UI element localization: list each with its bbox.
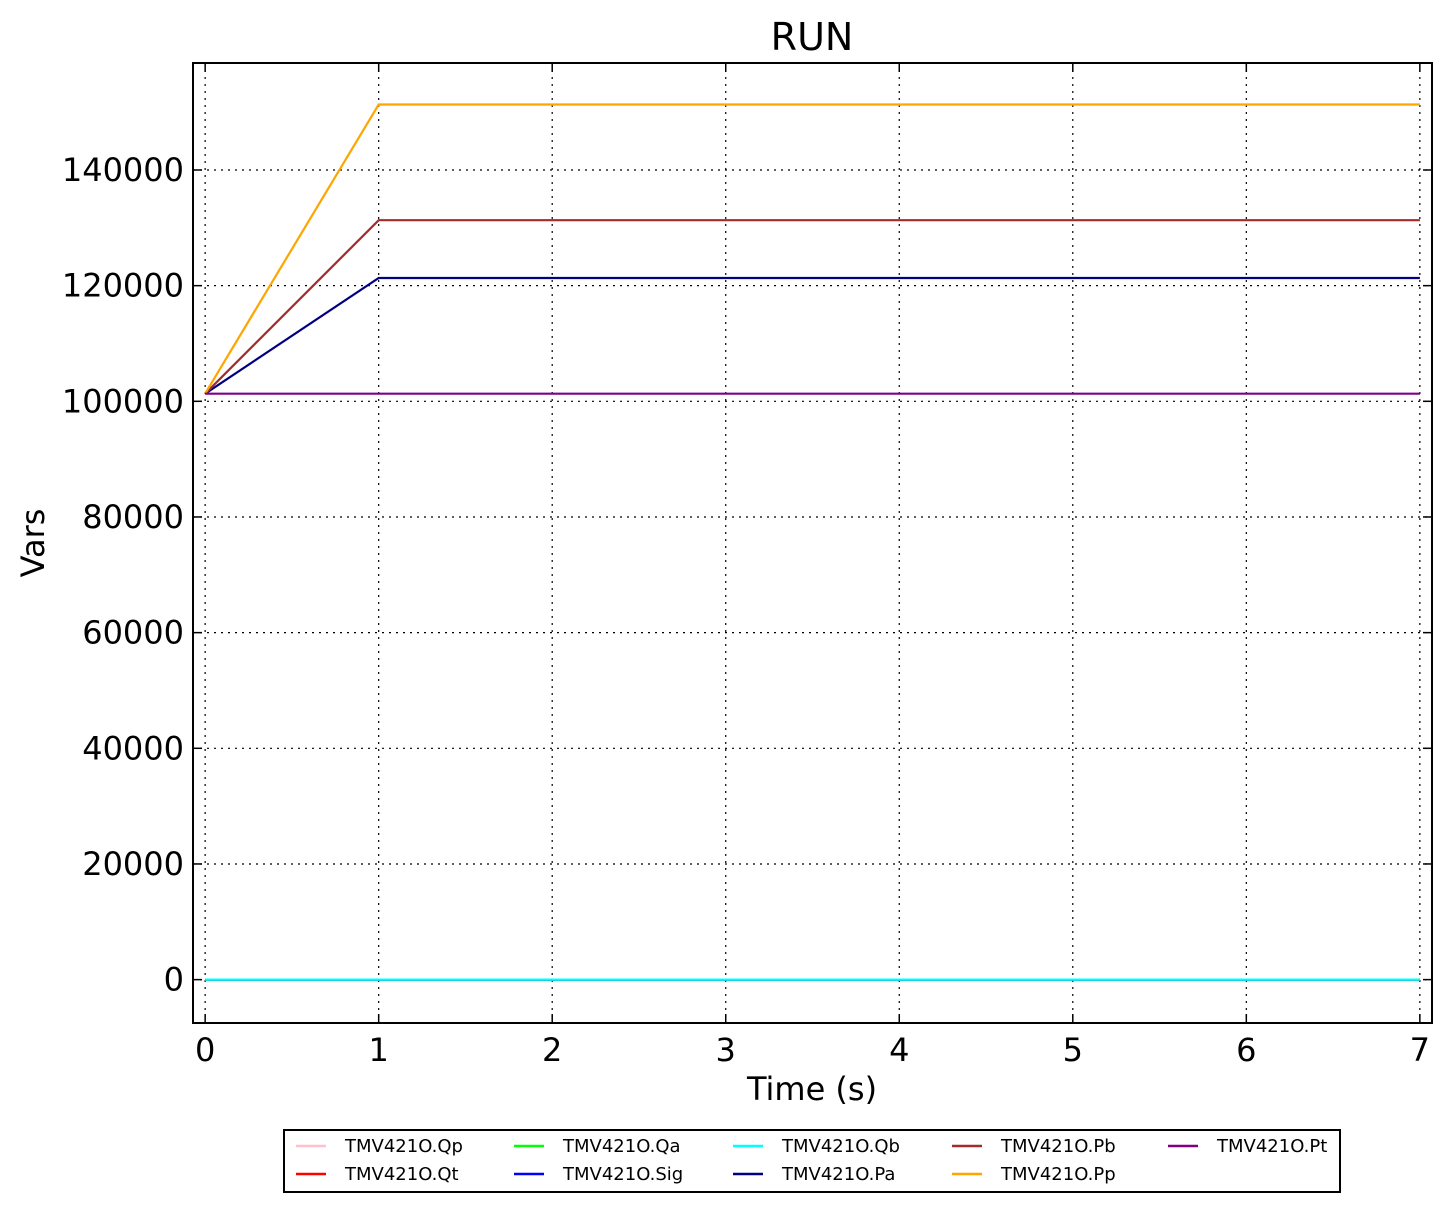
y-tick-label: 40000 [82,729,184,767]
y-tick-label: 100000 [62,382,184,420]
legend-frame [283,1129,1341,1193]
y-axis-label: Vars [14,509,52,578]
legend-label: TMV421O.Pt [1216,1136,1327,1157]
x-tick-label: 0 [195,1031,215,1069]
x-tick-label: 2 [542,1031,562,1069]
x-tick-label: 3 [716,1031,736,1069]
x-tick-label: 5 [1063,1031,1083,1069]
legend-label: TMV421O.Pb [1000,1136,1116,1157]
legend-label: TMV421O.Pa [781,1164,895,1185]
axis-ticks: 0 1 2 3 4 5 6 7 0 20000 40000 60000 80000 100000 12000… [62,63,1432,1069]
plot-area-frame [192,62,1433,1024]
x-axis-label: Time (s) [746,1070,877,1108]
legend-label: TMV421O.Pp [1000,1164,1116,1185]
y-tick-label: 80000 [82,498,184,536]
series-line-TMV421O.Pp [204,103,1420,395]
y-tick-label: 60000 [82,614,184,652]
y-tick-label: 20000 [82,845,184,883]
series-line-TMV421O.Pb [204,219,1420,395]
y-tick-label: 120000 [62,267,184,305]
legend-label: TMV421O.Qt [344,1164,459,1185]
legend-items: TMV421O.Qp TMV421O.Qt TMV421O.Qa TMV421O.Si… [296,1136,1327,1185]
legend-label: TMV421O.Sig [562,1164,683,1185]
series-line-TMV421O.Pa [204,276,1420,395]
series-lines [204,103,1420,981]
x-tick-label: 7 [1410,1031,1430,1069]
chart-title: RUN [771,15,854,59]
legend-label: TMV421O.Qp [344,1136,463,1157]
x-tick-label: 1 [368,1031,388,1069]
legend-label: TMV421O.Qa [562,1136,681,1157]
legend: TMV421O.Qp TMV421O.Qt TMV421O.Qa TMV421O.Si… [283,1129,1341,1193]
legend-label: TMV421O.Qb [781,1136,900,1157]
x-tick-label: 6 [1236,1031,1256,1069]
grid-lines [193,63,1432,1023]
y-tick-label: 0 [164,961,184,999]
x-tick-label: 4 [889,1031,909,1069]
y-tick-label: 140000 [62,151,184,189]
